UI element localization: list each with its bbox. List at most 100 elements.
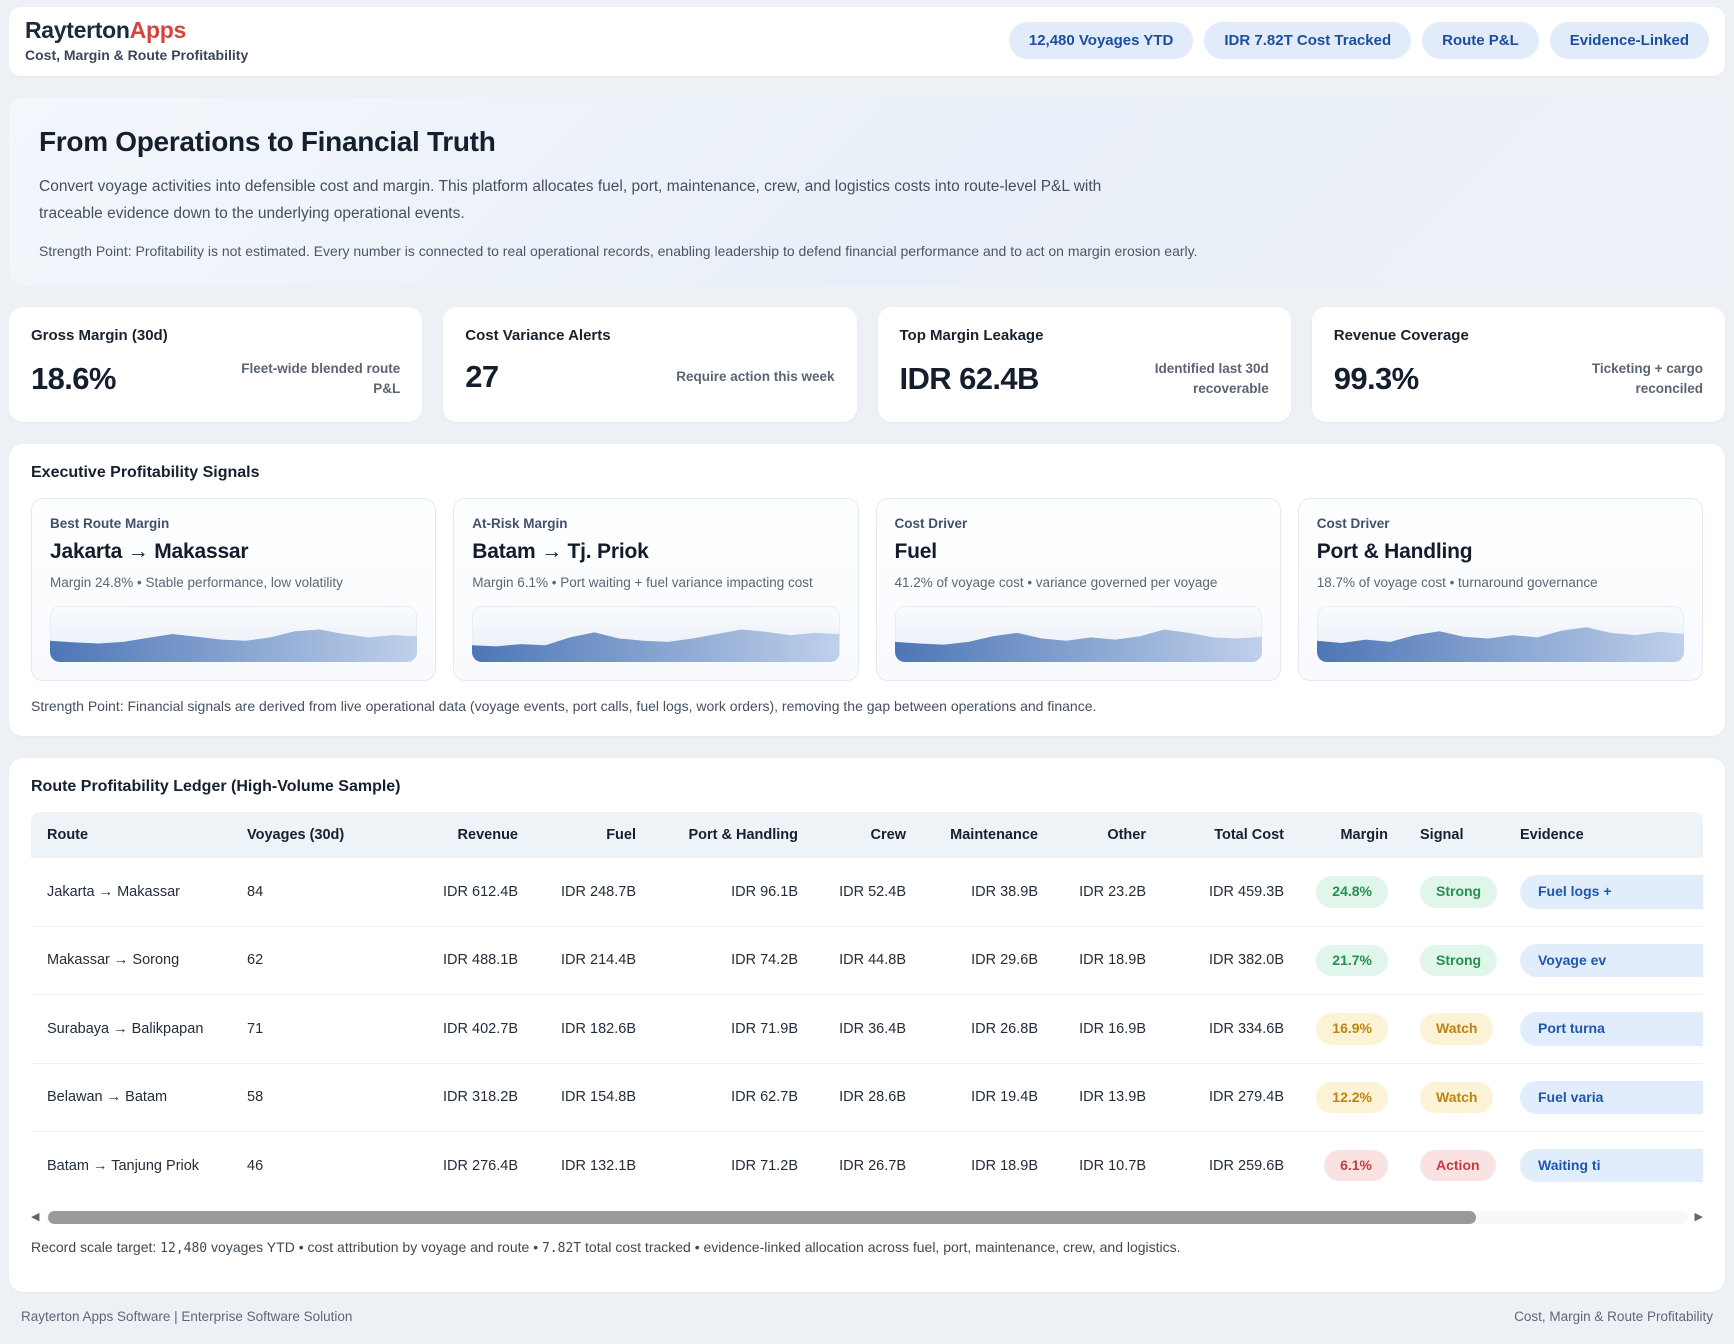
kpi-value: 18.6% bbox=[31, 361, 116, 397]
ledger-title: Route Profitability Ledger (High-Volume … bbox=[31, 778, 1703, 796]
voyages-cell: 46 bbox=[231, 1131, 396, 1199]
kpi-note: Ticketing + cargo reconciled bbox=[1543, 359, 1703, 398]
other-cell: IDR 23.2B bbox=[1054, 858, 1162, 926]
port-handling-cell: IDR 71.9B bbox=[652, 995, 814, 1063]
signal-badge: Watch bbox=[1420, 1013, 1493, 1044]
maintenance-cell: IDR 38.9B bbox=[922, 858, 1054, 926]
kpi-card: Top Margin Leakage IDR 62.4B Identified … bbox=[878, 307, 1291, 422]
evidence-link[interactable]: Fuel logs + bbox=[1520, 875, 1703, 908]
sparkline-svg bbox=[472, 606, 839, 662]
header-badge: 12,480 Voyages YTD bbox=[1009, 22, 1194, 59]
evidence-cell: Fuel varia bbox=[1504, 1063, 1703, 1131]
column-header: Total Cost bbox=[1162, 812, 1300, 858]
scrollbar-track[interactable] bbox=[46, 1211, 1687, 1224]
column-header: Crew bbox=[814, 812, 922, 858]
column-header: Signal bbox=[1404, 812, 1504, 858]
column-header: Other bbox=[1054, 812, 1162, 858]
horizontal-scrollbar[interactable]: ◀ ▶ bbox=[31, 1211, 1703, 1224]
signal-badge: Strong bbox=[1420, 876, 1497, 907]
header-badge: Evidence-Linked bbox=[1550, 22, 1709, 59]
hero-title: From Operations to Financial Truth bbox=[39, 126, 1695, 158]
hero-section: From Operations to Financial Truth Conve… bbox=[9, 98, 1725, 285]
voyages-cell: 62 bbox=[231, 926, 396, 994]
scroll-left-icon[interactable]: ◀ bbox=[31, 1212, 39, 1223]
kpi-value-row: 18.6% Fleet-wide blended route P&L bbox=[31, 359, 400, 398]
kpi-value-row: IDR 62.4B Identified last 30d recoverabl… bbox=[900, 359, 1269, 398]
kpi-label: Revenue Coverage bbox=[1334, 327, 1703, 344]
signal-cards: Best Route Margin Jakarta → Makassar Mar… bbox=[31, 498, 1703, 681]
column-header: Margin bbox=[1300, 812, 1404, 858]
ledger-panel: Route Profitability Ledger (High-Volume … bbox=[9, 758, 1725, 1292]
fuel-cell: IDR 248.7B bbox=[534, 858, 652, 926]
header-row: RouteVoyages (30d)RevenueFuelPort & Hand… bbox=[31, 812, 1703, 858]
kpi-label: Cost Variance Alerts bbox=[465, 327, 834, 344]
app-logo: RaytertonApps bbox=[25, 18, 248, 43]
kpi-card: Revenue Coverage 99.3% Ticketing + cargo… bbox=[1312, 307, 1725, 422]
margin-badge: 24.8% bbox=[1316, 876, 1388, 907]
revenue-cell: IDR 488.1B bbox=[396, 926, 534, 994]
margin-cell: 12.2% bbox=[1300, 1063, 1404, 1131]
signal-cell: Action bbox=[1404, 1131, 1504, 1199]
signals-strength-point: Strength Point: Financial signals are de… bbox=[31, 698, 1703, 714]
signal-route-title: Batam → Tj. Priok bbox=[472, 540, 839, 564]
table-row: Makassar → Sorong62IDR 488.1BIDR 214.4BI… bbox=[31, 926, 1703, 994]
sparkline-chart bbox=[895, 606, 1262, 662]
maintenance-cell: IDR 26.8B bbox=[922, 995, 1054, 1063]
footnote-mono-value: 7.82T bbox=[542, 1241, 581, 1256]
scrollbar-thumb[interactable] bbox=[48, 1211, 1476, 1224]
brand-primary-text: Rayterton bbox=[25, 17, 130, 43]
crew-cell: IDR 26.7B bbox=[814, 1131, 922, 1199]
route-cell: Makassar → Sorong bbox=[31, 926, 231, 994]
route-cell: Jakarta → Makassar bbox=[31, 858, 231, 926]
evidence-link[interactable]: Waiting ti bbox=[1520, 1149, 1703, 1182]
sparkline-svg bbox=[50, 606, 417, 662]
fuel-cell: IDR 154.8B bbox=[534, 1063, 652, 1131]
crew-cell: IDR 36.4B bbox=[814, 995, 922, 1063]
revenue-cell: IDR 318.2B bbox=[396, 1063, 534, 1131]
signal-cell: Strong bbox=[1404, 926, 1504, 994]
scroll-right-icon[interactable]: ▶ bbox=[1695, 1212, 1703, 1223]
kpi-note: Require action this week bbox=[676, 367, 834, 387]
ledger-table-head: RouteVoyages (30d)RevenueFuelPort & Hand… bbox=[31, 812, 1703, 858]
ledger-table: RouteVoyages (30d)RevenueFuelPort & Hand… bbox=[31, 812, 1703, 1199]
evidence-link[interactable]: Fuel varia bbox=[1520, 1081, 1703, 1114]
signal-cell: Strong bbox=[1404, 858, 1504, 926]
total-cost-cell: IDR 459.3B bbox=[1162, 858, 1300, 926]
sparkline-chart bbox=[1317, 606, 1684, 662]
maintenance-cell: IDR 19.4B bbox=[922, 1063, 1054, 1131]
other-cell: IDR 18.9B bbox=[1054, 926, 1162, 994]
brand-accent-text: Apps bbox=[130, 17, 186, 43]
signal-eyebrow: Best Route Margin bbox=[50, 516, 417, 531]
table-row: Jakarta → Makassar84IDR 612.4BIDR 248.7B… bbox=[31, 858, 1703, 926]
kpi-value: IDR 62.4B bbox=[900, 361, 1039, 397]
evidence-cell: Fuel logs + bbox=[1504, 858, 1703, 926]
signal-cell: Watch bbox=[1404, 995, 1504, 1063]
signal-card: At-Risk Margin Batam → Tj. Priok Margin … bbox=[453, 498, 858, 681]
footnote-mono-value: 12,480 bbox=[160, 1241, 207, 1256]
kpi-value: 27 bbox=[465, 359, 498, 395]
footer-left-text: Rayterton Apps Software | Enterprise Sof… bbox=[21, 1309, 352, 1324]
kpi-card: Cost Variance Alerts 27 Require action t… bbox=[443, 307, 856, 422]
signal-route-title: Jakarta → Makassar bbox=[50, 540, 417, 564]
header-badges: 12,480 Voyages YTDIDR 7.82T Cost Tracked… bbox=[1009, 22, 1709, 59]
port-handling-cell: IDR 74.2B bbox=[652, 926, 814, 994]
revenue-cell: IDR 612.4B bbox=[396, 858, 534, 926]
footnote-text: voyages YTD • cost attribution by voyage… bbox=[207, 1239, 542, 1255]
column-header: Revenue bbox=[396, 812, 534, 858]
evidence-cell: Port turna bbox=[1504, 995, 1703, 1063]
total-cost-cell: IDR 259.6B bbox=[1162, 1131, 1300, 1199]
evidence-cell: Waiting ti bbox=[1504, 1131, 1703, 1199]
margin-cell: 24.8% bbox=[1300, 858, 1404, 926]
margin-badge: 12.2% bbox=[1316, 1082, 1388, 1113]
signal-description: 41.2% of voyage cost • variance governed… bbox=[895, 573, 1262, 593]
kpi-row: Gross Margin (30d) 18.6% Fleet-wide blen… bbox=[9, 307, 1725, 422]
margin-badge: 21.7% bbox=[1316, 945, 1388, 976]
revenue-cell: IDR 402.7B bbox=[396, 995, 534, 1063]
fuel-cell: IDR 214.4B bbox=[534, 926, 652, 994]
evidence-link[interactable]: Port turna bbox=[1520, 1012, 1703, 1045]
maintenance-cell: IDR 18.9B bbox=[922, 1131, 1054, 1199]
evidence-link[interactable]: Voyage ev bbox=[1520, 944, 1703, 977]
ledger-table-viewport: RouteVoyages (30d)RevenueFuelPort & Hand… bbox=[31, 812, 1703, 1199]
column-header: Evidence bbox=[1504, 812, 1703, 858]
top-bar: RaytertonApps Cost, Margin & Route Profi… bbox=[9, 7, 1725, 76]
